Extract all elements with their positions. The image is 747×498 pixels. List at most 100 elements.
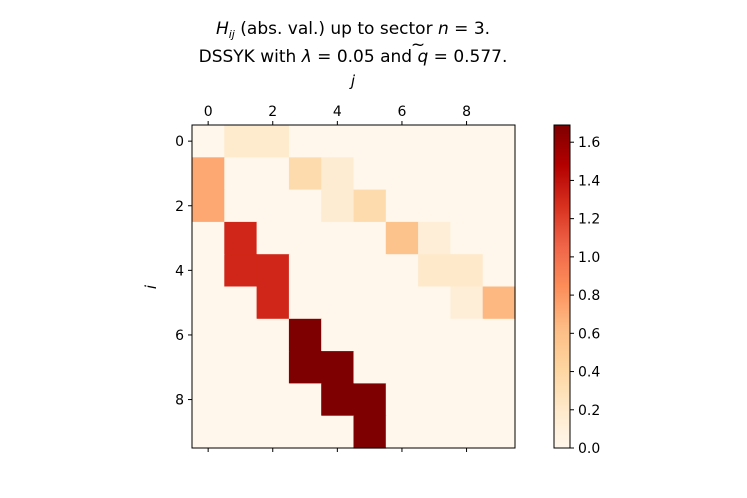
heatmap-cells [192, 125, 516, 449]
heatmap-cell-5-8 [450, 286, 484, 320]
heatmap-cell-9-1 [224, 415, 258, 449]
plot-frame [191, 124, 516, 449]
heatmap-cell-8-2 [256, 383, 290, 417]
heatmap-cell-0-8 [450, 125, 484, 158]
title-q-symbol: q [417, 47, 428, 67]
heatmap-cell-3-0 [192, 221, 225, 255]
heatmap-cell-6-9 [482, 318, 516, 352]
title-n-variable: n [438, 19, 449, 39]
heatmap-cell-5-0 [192, 286, 225, 320]
heatmap-cell-1-0 [192, 157, 225, 191]
y-tick-label-2: 2 [175, 199, 184, 215]
colorbar-tick-label-0.4: 0.4 [578, 365, 600, 381]
heatmap-cell-3-7 [418, 221, 451, 255]
colorbar-tick-label-1.6: 1.6 [578, 135, 600, 151]
heatmap-cell-3-8 [450, 221, 484, 255]
heatmap-cell-6-0 [192, 318, 225, 352]
colorbar-tick-label-0.0: 0.0 [578, 441, 600, 457]
heatmap-cell-0-7 [418, 125, 451, 158]
title-subscript-ij: ij [229, 28, 236, 41]
heatmap-cell-9-3 [288, 415, 322, 449]
heatmap-cell-7-5 [353, 351, 387, 384]
title-lambda-value: = 0.05 and [312, 47, 418, 67]
heatmap-cell-9-9 [482, 415, 516, 449]
title-n-value: = 3. [449, 19, 490, 39]
heatmap-cell-0-9 [482, 125, 516, 158]
heatmap-cell-5-1 [224, 286, 258, 320]
y-ticks: 0 2 4 6 8 [175, 134, 192, 409]
heatmap-cell-3-4 [321, 221, 355, 255]
heatmap-cell-6-5 [353, 318, 387, 352]
heatmap-cell-8-3 [288, 383, 322, 417]
colorbar-tick-label-0.8: 0.8 [578, 288, 600, 304]
heatmap-cell-7-0 [192, 351, 225, 384]
x-tick-label-4: 4 [333, 104, 342, 120]
heatmap-cell-9-6 [385, 415, 419, 449]
heatmap-cell-1-1 [224, 157, 258, 191]
heatmap-cell-7-4 [321, 351, 355, 384]
heatmap-cell-2-3 [288, 189, 322, 223]
heatmap-cell-7-6 [385, 351, 419, 384]
heatmap-cell-2-7 [418, 189, 451, 223]
chart-title-line-2: DSSYK with λ = 0.05 and q = 0.577. [199, 47, 508, 67]
colorbar-tick-label-0.2: 0.2 [578, 403, 600, 419]
heatmap-cell-3-6 [385, 221, 419, 255]
heatmap-cell-7-7 [418, 351, 451, 384]
y-tick-label-4: 4 [175, 263, 184, 279]
y-tick-label-8: 8 [175, 393, 184, 409]
heatmap-cell-1-7 [418, 157, 451, 191]
heatmap-cell-8-0 [192, 383, 225, 417]
heatmap-cell-1-5 [353, 157, 387, 191]
heatmap-cell-8-9 [482, 383, 516, 417]
y-tick-label-6: 6 [175, 328, 184, 344]
heatmap-cell-0-2 [256, 125, 290, 158]
heatmap-cell-9-8 [450, 415, 484, 449]
title-q-value: = 0.577. [428, 47, 507, 67]
heatmap-cell-4-3 [288, 254, 322, 288]
heatmap-cell-1-3 [288, 157, 322, 191]
heatmap-cell-0-6 [385, 125, 419, 158]
title-line1-text: (abs. val.) up to sector [235, 19, 438, 39]
heatmap-cell-8-6 [385, 383, 419, 417]
heatmap-cell-4-9 [482, 254, 516, 288]
title-line2-prefix: DSSYK with [199, 47, 302, 67]
y-tick-label-0: 0 [175, 134, 184, 150]
title-symbol-h: H [216, 19, 229, 39]
heatmap-cell-6-3 [288, 318, 322, 352]
x-ticks: 0 2 4 6 8 [204, 104, 471, 452]
heatmap-cell-1-2 [256, 157, 290, 191]
colorbar-tick-label-1.2: 1.2 [578, 212, 600, 228]
heatmap-cell-3-2 [256, 221, 290, 255]
heatmap-cell-3-9 [482, 221, 516, 255]
chart-title-line-1: Hij (abs. val.) up to sector n = 3. [216, 19, 490, 41]
heatmap-cell-3-3 [288, 221, 322, 255]
heatmap-cell-5-9 [482, 286, 516, 320]
heatmap-cell-5-4 [321, 286, 355, 320]
heatmap-cell-8-5 [353, 383, 387, 417]
heatmap-cell-6-8 [450, 318, 484, 352]
heatmap-cell-2-1 [224, 189, 258, 223]
heatmap-cell-5-7 [418, 286, 451, 320]
x-tick-label-8: 8 [462, 104, 471, 120]
colorbar-ticks: 0.0 0.2 0.4 0.6 0.8 1.0 1.2 1.4 1.6 [570, 135, 600, 457]
heatmap-cell-6-1 [224, 318, 258, 352]
heatmap-cell-4-4 [321, 254, 355, 288]
title-lambda-symbol: λ [301, 47, 312, 67]
heatmap-cell-6-2 [256, 318, 290, 352]
heatmap-cell-7-8 [450, 351, 484, 384]
x-axis-label: j [349, 72, 356, 90]
heatmap-cell-7-1 [224, 351, 258, 384]
x-tick-label-2: 2 [268, 104, 277, 120]
heatmap-cell-9-2 [256, 415, 290, 449]
heatmap-cell-8-4 [321, 383, 355, 417]
heatmap-cell-5-6 [385, 286, 419, 320]
colorbar-tick-label-0.6: 0.6 [578, 326, 600, 342]
heatmap-cell-2-0 [192, 189, 225, 223]
title-q-tilde-accent: ~ [411, 35, 425, 55]
heatmap-cell-1-8 [450, 157, 484, 191]
heatmap-cell-6-4 [321, 318, 355, 352]
heatmap-cell-4-1 [224, 254, 258, 288]
heatmap-cell-3-1 [224, 221, 258, 255]
heatmap-cell-2-8 [450, 189, 484, 223]
